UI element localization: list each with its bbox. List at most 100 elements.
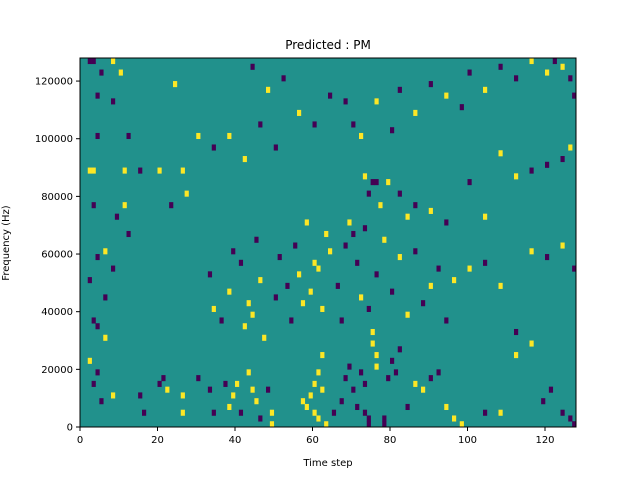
- heatmap-cell: [362, 380, 368, 387]
- heatmap-cell: [483, 259, 488, 266]
- heatmap-cell: [87, 277, 92, 284]
- heatmap-cell: [196, 375, 201, 382]
- heatmap-cell: [405, 403, 410, 411]
- heatmap-cell: [91, 167, 96, 174]
- x-axis: 0 20 40 60 80 100 120: [77, 427, 555, 446]
- heatmap-cell: [428, 282, 433, 289]
- heatmap-cell: [343, 98, 348, 105]
- heatmap-cell: [293, 242, 298, 249]
- heatmap-cell: [374, 352, 379, 359]
- heatmap-cell: [572, 421, 577, 428]
- heatmap-cell: [277, 254, 282, 261]
- heatmap-cell: [142, 409, 147, 416]
- heatmap-cell: [498, 282, 503, 289]
- heatmap-cell: [397, 346, 402, 353]
- heatmap-cell: [452, 415, 457, 422]
- heatmap-cell: [378, 202, 383, 209]
- heatmap-cell: [227, 132, 232, 140]
- y-tick-label: 40000: [41, 307, 73, 318]
- heatmap-cell: [572, 92, 577, 99]
- heatmap-cell: [339, 398, 344, 405]
- heatmap-cells: [87, 58, 577, 428]
- heatmap-cell: [568, 415, 573, 422]
- y-tick-label: 120000: [35, 77, 73, 88]
- heatmap-cell: [459, 421, 464, 428]
- heatmap-cell: [219, 317, 224, 324]
- heatmap-cell: [390, 357, 395, 364]
- heatmap-cell: [370, 328, 375, 336]
- heatmap-cell: [289, 317, 294, 324]
- heatmap-cell: [359, 369, 364, 376]
- heatmap-cell: [114, 213, 120, 220]
- heatmap-cell: [483, 213, 488, 220]
- heatmap-cell: [103, 294, 108, 301]
- x-tick-label: 0: [77, 435, 83, 446]
- heatmap-cell: [366, 415, 371, 422]
- heatmap-cell: [421, 300, 426, 307]
- heatmap-cell: [413, 109, 418, 116]
- heatmap-cell: [529, 58, 534, 65]
- heatmap-cell: [99, 69, 104, 76]
- plot-area: [79, 57, 577, 428]
- heatmap-cell: [374, 363, 379, 370]
- heatmap-cell: [382, 421, 387, 428]
- heatmap-cell: [428, 81, 433, 88]
- heatmap-cell: [254, 398, 259, 405]
- heatmap-cell: [328, 248, 333, 255]
- heatmap-cell: [285, 282, 290, 289]
- heatmap-cell: [498, 150, 503, 157]
- x-axis-label: Time step: [302, 458, 352, 469]
- heatmap-background: [80, 58, 576, 427]
- heatmap-cell: [444, 317, 449, 324]
- heatmap-cell: [320, 305, 325, 312]
- x-tick-label: 60: [306, 435, 319, 446]
- heatmap-cell: [269, 409, 275, 416]
- x-tick-label: 80: [384, 435, 397, 446]
- heatmap-cell: [246, 369, 251, 376]
- heatmap-cell: [386, 179, 391, 186]
- x-tick-label: 20: [151, 435, 164, 446]
- heatmap-cell: [560, 156, 565, 163]
- heatmap-cell: [87, 58, 92, 65]
- heatmap-cell: [359, 132, 364, 140]
- heatmap-cell: [95, 132, 100, 140]
- heatmap-cell: [231, 248, 236, 255]
- heatmap-cell: [397, 190, 402, 197]
- heatmap-cell: [413, 202, 418, 209]
- heatmap-cell: [312, 409, 317, 416]
- heatmap-cell: [316, 415, 321, 422]
- heatmap-cell: [258, 277, 263, 284]
- heatmap-cell: [362, 225, 368, 232]
- heatmap-cell: [246, 300, 251, 307]
- heatmap-cell: [316, 265, 321, 272]
- plot-frame: [79, 57, 577, 428]
- heatmap-cell: [514, 75, 519, 82]
- heatmap-cell: [560, 63, 565, 70]
- heatmap-cell: [529, 340, 534, 347]
- heatmap-cell: [227, 288, 232, 295]
- heatmap-cell: [514, 328, 519, 336]
- heatmap-cell: [382, 236, 387, 243]
- heatmap-cell: [95, 254, 100, 261]
- heatmap-cell: [459, 104, 464, 111]
- y-tick-label: 20000: [41, 365, 73, 376]
- heatmap-cell: [173, 81, 178, 88]
- y-axis: 0 20000 40000 60000 80000 100000 120000: [35, 77, 80, 434]
- heatmap-cell: [126, 132, 131, 140]
- heatmap-cell: [118, 69, 123, 76]
- heatmap-cell: [335, 282, 340, 289]
- heatmap-cell: [529, 248, 534, 255]
- heatmap-cell: [103, 334, 108, 341]
- heatmap-cell: [366, 305, 371, 312]
- heatmap-cell: [529, 167, 534, 174]
- heatmap-cell: [223, 380, 228, 387]
- heatmap-cell: [359, 294, 364, 301]
- heatmap-cell: [95, 369, 100, 376]
- heatmap-cell: [467, 265, 472, 272]
- heatmap-cell: [138, 392, 143, 399]
- heatmap-cell: [444, 219, 449, 226]
- heatmap-cell: [421, 386, 426, 393]
- heatmap-cell: [235, 380, 240, 387]
- heatmap-cell: [266, 86, 271, 93]
- heatmap-cell: [343, 375, 348, 382]
